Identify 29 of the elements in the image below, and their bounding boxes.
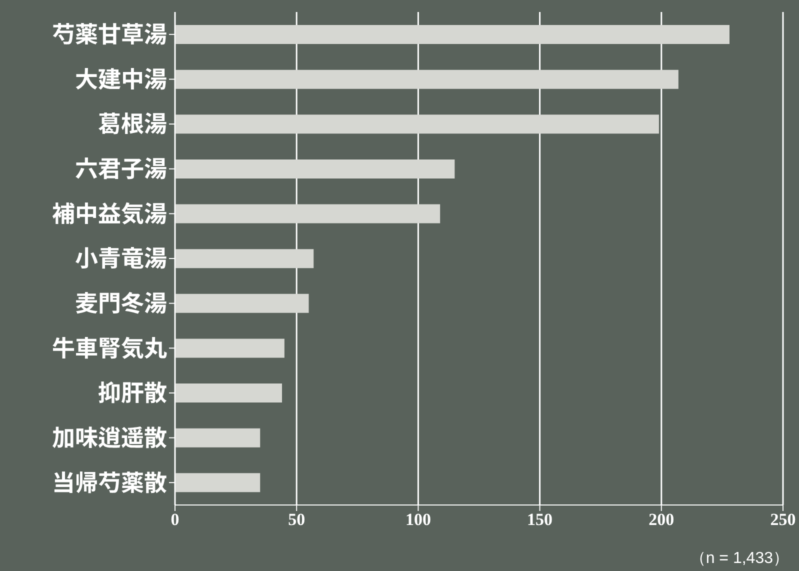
x-tick-label: 200 xyxy=(648,510,674,530)
text: （n = 1,433） xyxy=(690,549,789,569)
y-tick-label: 補中益気湯 xyxy=(52,194,167,229)
y-tick-label: 葛根湯 xyxy=(98,105,167,140)
y-tick-label: 抑肝散 xyxy=(98,374,167,408)
y-tick-label: 小青竜湯 xyxy=(75,240,167,274)
bar xyxy=(175,384,282,403)
bar xyxy=(175,114,659,134)
bar xyxy=(175,70,678,89)
bar xyxy=(175,159,455,178)
x-tick-label: 0 xyxy=(170,510,180,530)
y-tick-label: 当帰芍薬散 xyxy=(52,464,167,498)
y-tick-label: 牛車腎気丸 xyxy=(52,329,167,364)
y-tick-label: 麦門冬湯 xyxy=(75,284,167,318)
bar xyxy=(175,294,309,313)
bar xyxy=(175,204,440,224)
bar xyxy=(175,249,314,268)
x-tick-label: 150 xyxy=(527,510,553,530)
bar xyxy=(175,473,260,492)
y-tick-label: 芍薬甘草湯 xyxy=(52,16,167,50)
bar xyxy=(175,338,284,358)
y-tick-label: 大建中湯 xyxy=(75,60,167,94)
x-tick-label: 50 xyxy=(288,510,306,530)
y-tick-label: 加味逍遥散 xyxy=(52,418,167,453)
bar xyxy=(175,428,260,448)
y-tick-label: 六君子湯 xyxy=(75,150,167,184)
x-tick-label: 100 xyxy=(405,510,431,530)
x-tick-label: 250 xyxy=(770,510,796,530)
bar xyxy=(175,25,730,44)
